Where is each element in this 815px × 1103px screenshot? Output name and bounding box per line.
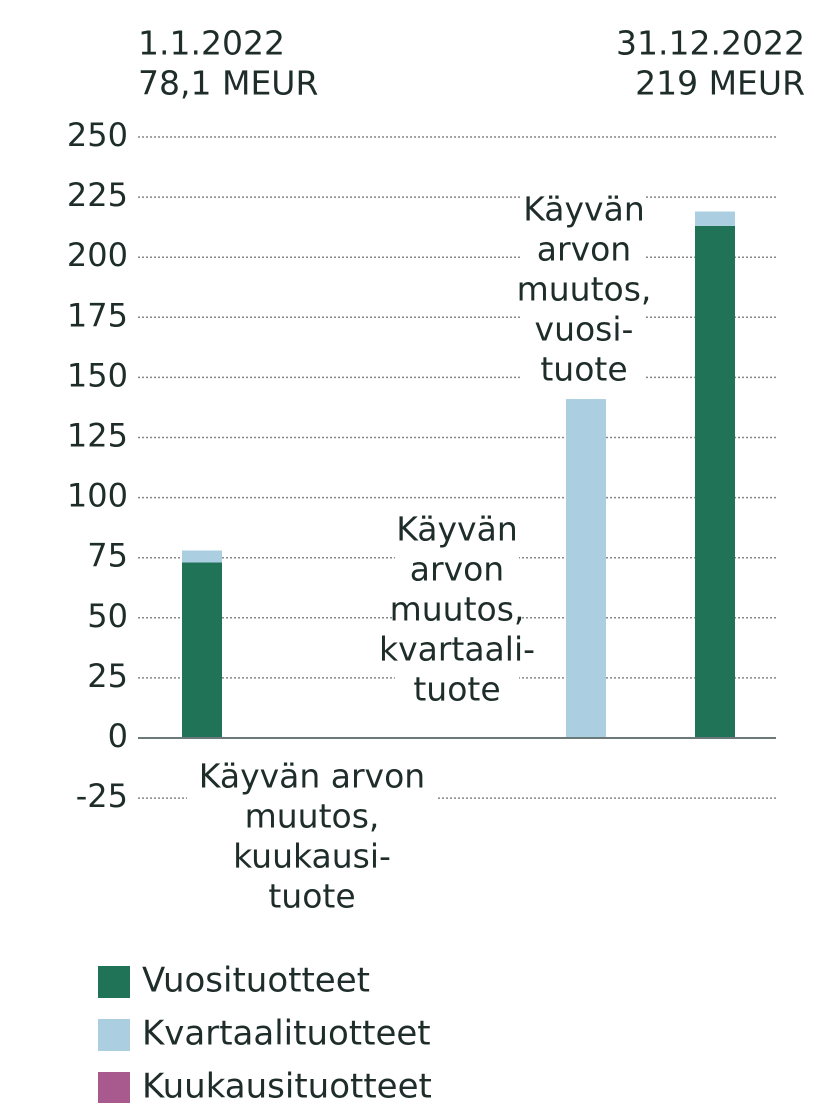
category-label: arvon: [537, 230, 631, 269]
category-label: Käyvän arvon: [199, 757, 425, 796]
label-background: [187, 756, 437, 920]
category-label: muutos,: [517, 270, 652, 309]
legend-swatch: [98, 1019, 130, 1051]
y-tick-label: 0: [108, 717, 128, 755]
category-label: Käyvän: [523, 190, 644, 229]
category-label: 78,1 MEUR: [138, 64, 318, 103]
y-tick-label: 200: [67, 236, 128, 274]
category-label: 31.12.2022: [616, 24, 805, 63]
y-tick-label: 25: [87, 657, 128, 695]
category-label: kvartaali-: [379, 630, 535, 669]
bar-segment: [182, 562, 222, 738]
y-tick-label: 250: [67, 116, 128, 154]
label-background: [395, 509, 519, 713]
category-label: tuote: [540, 350, 627, 389]
category-label: tuote: [268, 877, 355, 916]
bar-segment: [695, 225, 735, 738]
y-tick-label: 150: [67, 356, 128, 394]
y-tick-label: -25: [76, 777, 128, 815]
category-label: muutos,: [390, 590, 525, 629]
y-tick-label: 50: [87, 597, 128, 635]
legend-label: Kuukausituotteet: [142, 1067, 432, 1103]
category-label: tuote: [413, 670, 500, 709]
y-tick-label: 175: [67, 296, 128, 334]
bar-segment: [182, 550, 222, 563]
category-label: 1.1.2022: [138, 24, 285, 63]
legend-swatch: [98, 966, 130, 998]
y-tick-label: 125: [67, 417, 128, 455]
category-label: muutos,: [245, 797, 380, 836]
bar-segment: [695, 211, 735, 226]
category-label: Käyvän: [396, 510, 517, 549]
y-tick-label: 75: [87, 537, 128, 575]
y-tick-label: 225: [67, 176, 128, 214]
category-label: arvon: [410, 550, 504, 589]
legend-swatch: [98, 1072, 130, 1103]
bar-segment: [566, 399, 606, 738]
legend-label: Vuosituotteet: [142, 961, 370, 1001]
label-background: [522, 189, 646, 393]
category-label: vuosi-: [535, 310, 634, 349]
y-tick-label: 100: [67, 477, 128, 515]
legend-label: Kvartaalituotteet: [142, 1014, 431, 1054]
category-label: 219 MEUR: [635, 64, 805, 103]
category-label: kuukausi-: [233, 837, 391, 876]
